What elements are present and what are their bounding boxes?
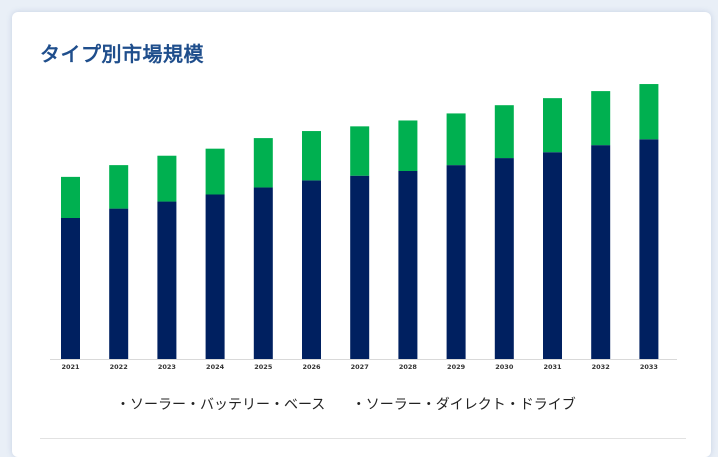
x-tick-label: 2022 [110, 363, 128, 371]
chart-legend: ・ソーラー・バッテリー・ベース ・ソーラー・ダイレクト・ドライブ [116, 394, 576, 414]
bar-series-2-2031 [543, 98, 562, 153]
bar-series-2-2022 [109, 165, 129, 209]
bar-series-1-2027 [350, 175, 370, 359]
bar-series-1-2026 [302, 180, 321, 359]
bar-series-2-2029 [446, 113, 466, 166]
legend-item-series-2: ・ソーラー・ダイレクト・ドライブ [351, 397, 576, 413]
x-tick-label: 2032 [592, 363, 610, 371]
bar-series-1-2028 [398, 171, 418, 359]
bar-series-2-2021 [61, 176, 80, 218]
bar-series-2-2028 [398, 120, 418, 171]
x-tick-label: 2026 [302, 363, 321, 371]
bar-series-2-2032 [591, 91, 611, 146]
x-tick-label: 2030 [495, 363, 514, 371]
bar-series-1-2033 [639, 139, 659, 359]
bar-series-2-2024 [205, 148, 225, 195]
x-tick-label: 2021 [61, 363, 80, 371]
bar-series-1-2022 [109, 208, 129, 359]
bar-series-2-2026 [302, 131, 321, 181]
bar-series-1-2031 [543, 152, 562, 359]
bar-series-2-2023 [157, 155, 177, 202]
x-tick-label: 2025 [254, 363, 273, 371]
bar-series-1-2025 [253, 187, 273, 359]
bar-series-2-2030 [494, 105, 514, 159]
bar-series-1-2021 [61, 218, 80, 359]
x-tick-label: 2028 [399, 363, 418, 371]
chart-card: タイプ別市場規模 2021 2022 2023 2024 2025 2026 2027 202… [12, 12, 711, 457]
bar-series-1-2024 [205, 194, 225, 359]
bar-series-1-2029 [446, 165, 466, 359]
bar-series-2-2025 [253, 138, 273, 188]
x-tick-label: 2023 [158, 363, 176, 371]
bar-series-1-2032 [591, 145, 611, 359]
x-tick-label: 2029 [447, 363, 466, 371]
chart-title: タイプ別市場規模 [40, 42, 204, 66]
bar-series-2-2033 [639, 84, 659, 140]
x-tick-label: 2033 [640, 363, 658, 371]
x-tick-label: 2031 [543, 363, 562, 371]
bar-series-2-2027 [350, 126, 370, 176]
x-tick-label: 2027 [351, 363, 369, 371]
bar-chart: 2021 2022 2023 2024 2025 2026 2027 2028 2029 2030… [50, 84, 677, 371]
legend-item-series-1: ・ソーラー・バッテリー・ベース [116, 397, 326, 413]
bar-series-1-2030 [494, 158, 514, 359]
x-tick-label: 2024 [206, 363, 225, 371]
bar-series-1-2023 [157, 201, 177, 359]
divider [40, 438, 686, 439]
